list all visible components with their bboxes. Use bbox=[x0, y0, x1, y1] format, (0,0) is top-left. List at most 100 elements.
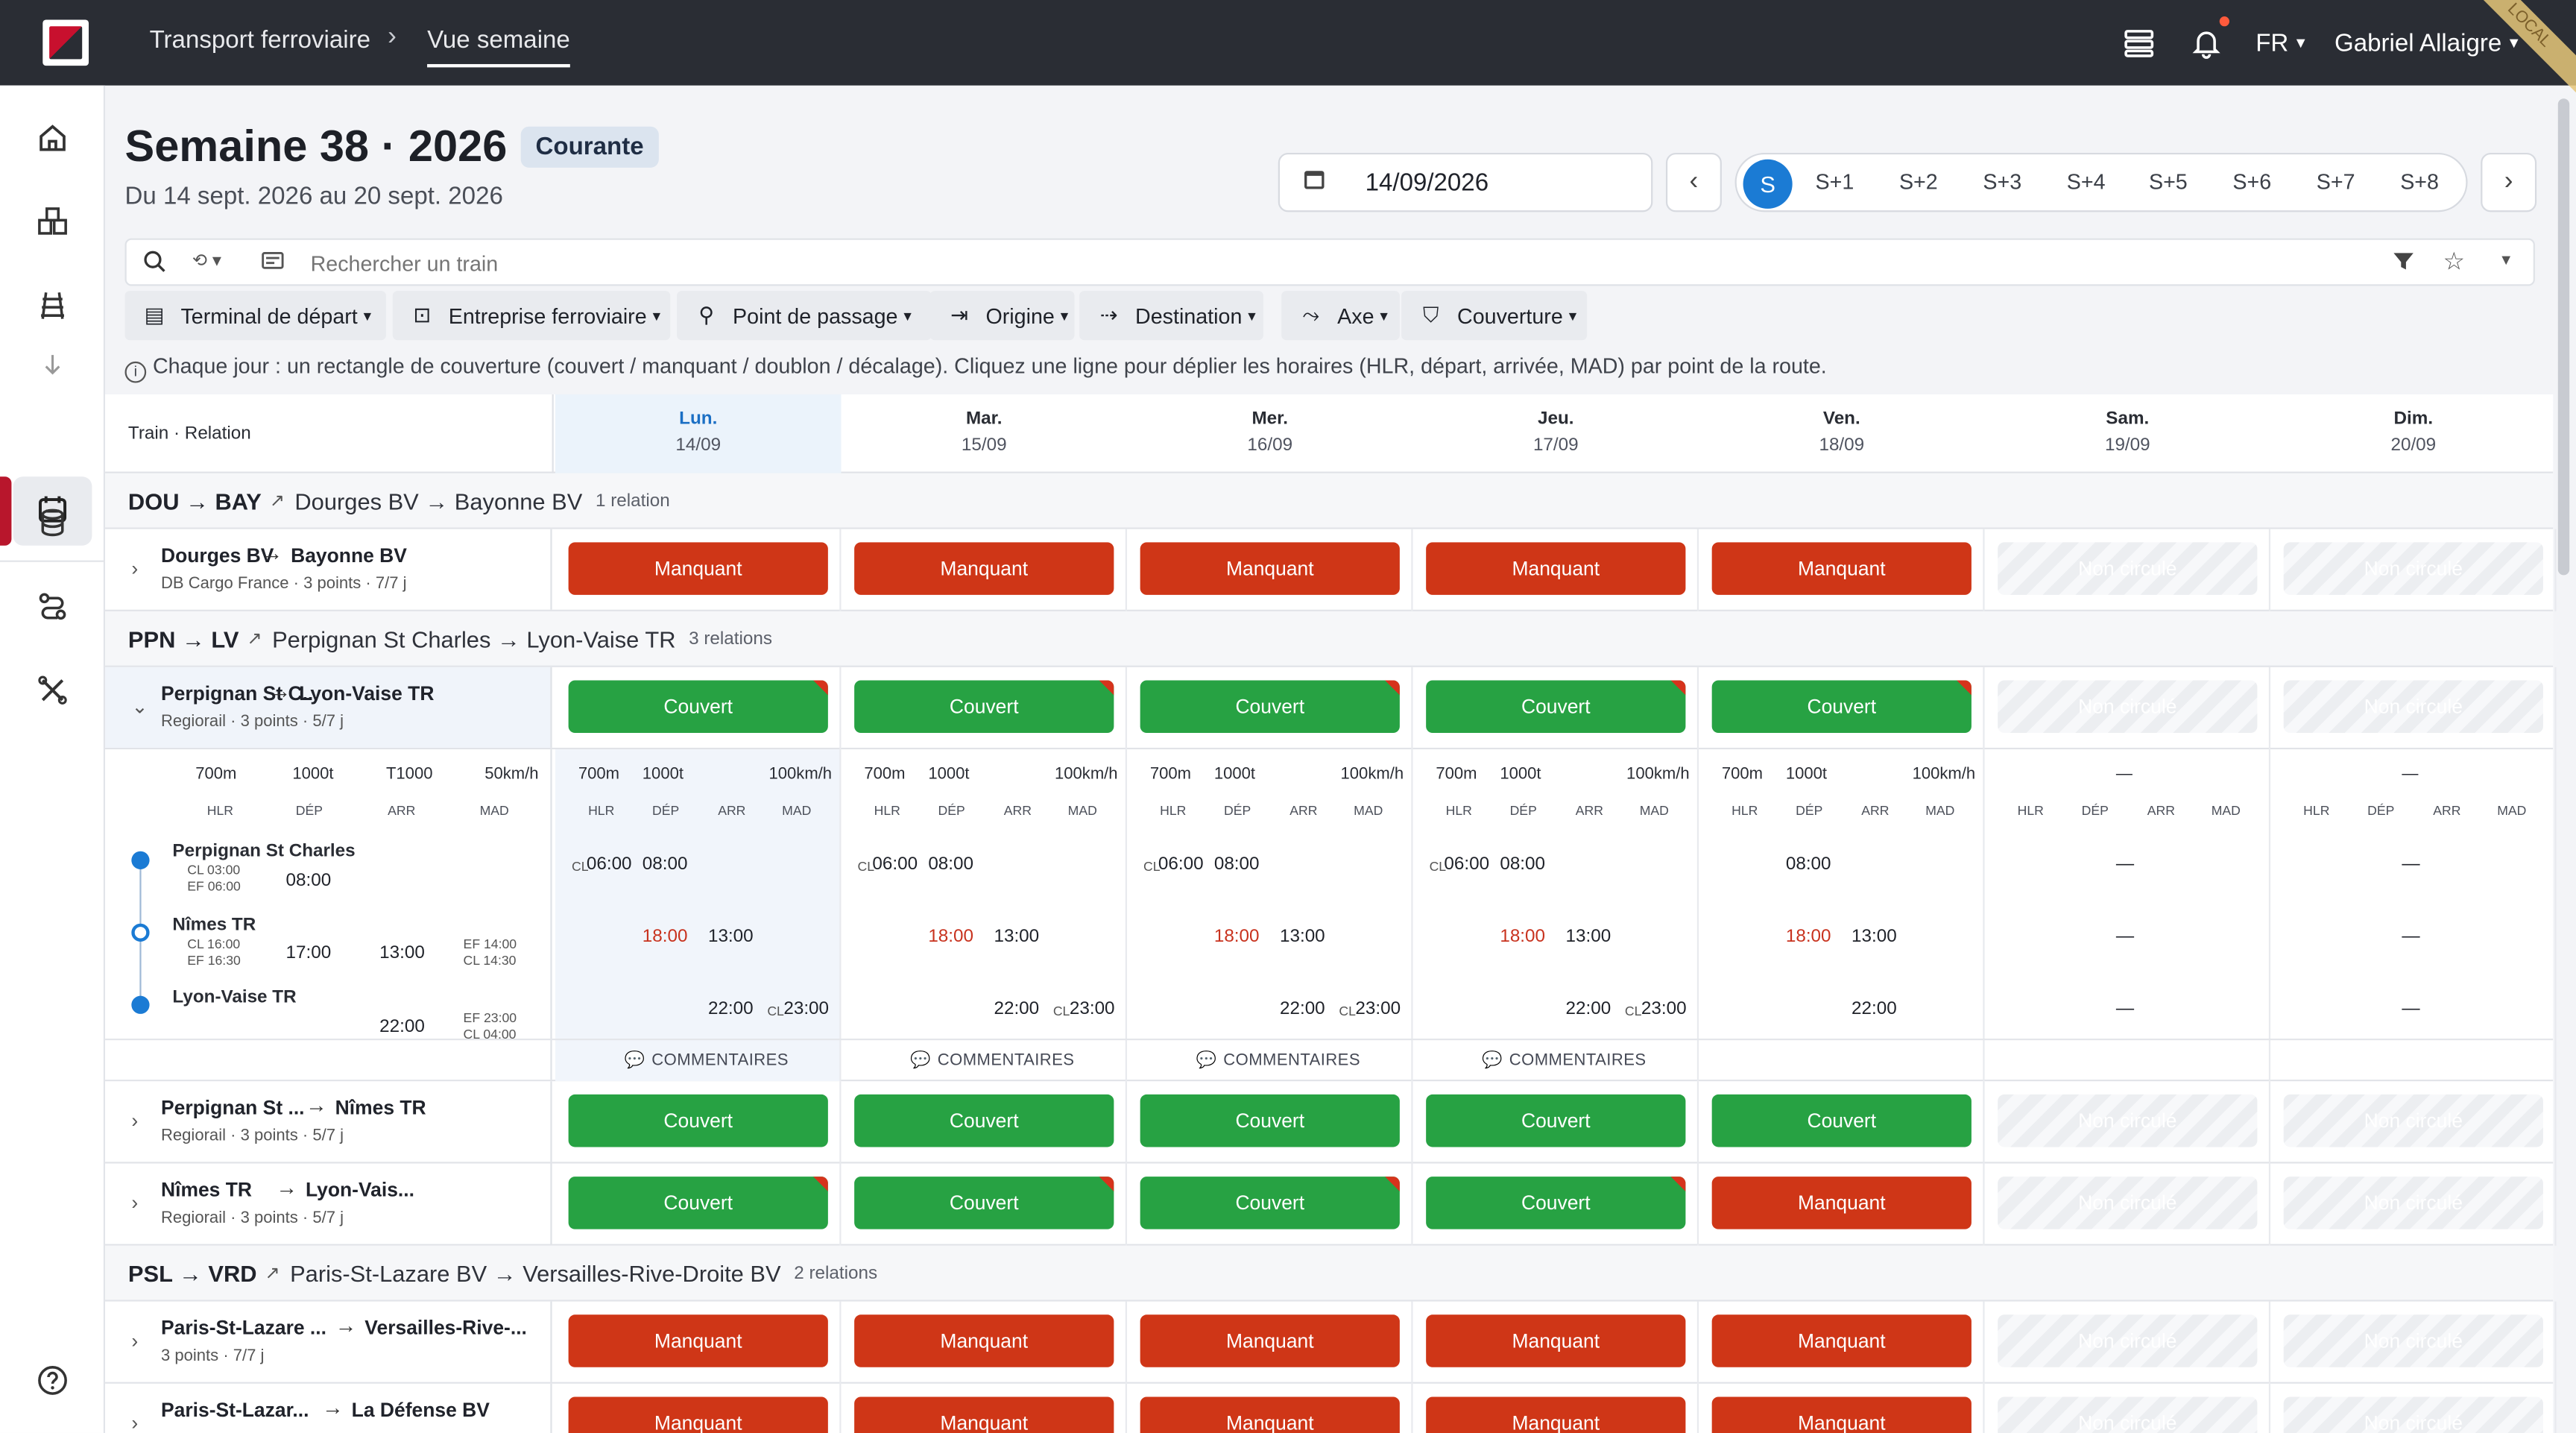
week-Splus-2[interactable]: S+2 bbox=[1898, 169, 1938, 195]
chevron-down-icon[interactable]: ▼ bbox=[2498, 251, 2514, 268]
coverage-missing[interactable]: Manquant bbox=[1711, 542, 1972, 595]
filter-axis[interactable]: ⤳ Axe ▼ bbox=[1281, 291, 1400, 341]
table-row[interactable]: › Dourges BV → Bayonne BV DB Cargo France · … bbox=[105, 529, 2557, 611]
coverage-missing[interactable]: Manquant bbox=[1426, 1314, 1686, 1367]
packages-icon[interactable] bbox=[33, 202, 72, 242]
filter-origin[interactable]: ⇥ Origine ▼ bbox=[929, 291, 1075, 341]
coverage-missing[interactable]: Manquant bbox=[568, 1314, 828, 1367]
coverage-missing[interactable]: Manquant bbox=[1711, 1177, 1972, 1229]
chevron-right-icon[interactable]: › bbox=[131, 1191, 139, 1215]
layout-icon[interactable] bbox=[2123, 0, 2156, 86]
coverage-covered[interactable]: Couvert bbox=[1426, 1177, 1686, 1229]
help-icon[interactable] bbox=[33, 1361, 72, 1400]
group-header[interactable]: PPN → LV ↗ Perpignan St Charles → Lyon-Vai… bbox=[105, 611, 2554, 667]
breadcrumb-transport[interactable]: Transport ferroviaire bbox=[149, 26, 371, 54]
home-icon[interactable] bbox=[33, 119, 72, 158]
relation-cell[interactable]: › Dourges BV → Bayonne BV DB Cargo France · … bbox=[105, 529, 552, 610]
week-Splus-5[interactable]: S+5 bbox=[2148, 169, 2188, 195]
table-row[interactable]: › Paris-St-Lazare ... → Versailles-Rive-...… bbox=[105, 1301, 2557, 1384]
coverage-missing[interactable]: Manquant bbox=[1711, 1396, 1972, 1433]
coverage-covered[interactable]: Couvert bbox=[568, 680, 828, 734]
relation-cell[interactable]: › Nîmes TR → Lyon-Vais... Regiorail · 3 poin… bbox=[105, 1163, 552, 1244]
relation-cell[interactable]: › Perpignan St ... → Nîmes TR Regiorail · 3 … bbox=[105, 1081, 552, 1162]
coverage-not-running[interactable]: Non circulé bbox=[2283, 1314, 2543, 1367]
coverage-missing[interactable]: Manquant bbox=[1140, 1314, 1400, 1367]
coverage-missing[interactable]: Manquant bbox=[1140, 542, 1400, 595]
table-row[interactable]: › Perpignan St ... → Nîmes TR Regiorail · 3 … bbox=[105, 1081, 2557, 1164]
comments-button[interactable]: 💬 COMMENTAIRES bbox=[1482, 1052, 1646, 1070]
coverage-not-running[interactable]: Non circulé bbox=[2283, 680, 2543, 734]
week-Splus-7[interactable]: S+7 bbox=[2316, 169, 2355, 195]
coverage-covered[interactable]: Couvert bbox=[1140, 1094, 1400, 1147]
table-row[interactable]: ⌄ Perpignan St C... → Lyon-Vaise TR Regiorai… bbox=[105, 667, 2557, 750]
week-Splus-8[interactable]: S+8 bbox=[2400, 169, 2439, 195]
coverage-covered[interactable]: Couvert bbox=[568, 1177, 828, 1229]
chevron-right-icon[interactable]: › bbox=[131, 1109, 139, 1133]
coverage-not-running[interactable]: Non circulé bbox=[1998, 1177, 2258, 1229]
coverage-covered[interactable]: Couvert bbox=[1140, 680, 1400, 734]
coverage-missing[interactable]: Manquant bbox=[854, 1314, 1114, 1367]
coverage-covered[interactable]: Couvert bbox=[1426, 680, 1686, 734]
external-link-icon[interactable]: ↗ bbox=[269, 491, 285, 511]
comments-button[interactable]: 💬 COMMENTAIRES bbox=[1196, 1052, 1360, 1070]
next-week-button[interactable]: › bbox=[2481, 152, 2537, 212]
coverage-not-running[interactable]: Non circulé bbox=[1998, 1396, 2258, 1433]
star-icon[interactable]: ☆ bbox=[2443, 248, 2466, 277]
comments-button[interactable]: 💬 COMMENTAIRES bbox=[625, 1052, 789, 1070]
coverage-not-running[interactable]: Non circulé bbox=[2283, 1177, 2543, 1229]
week-Splus-4[interactable]: S+4 bbox=[2066, 169, 2106, 195]
breadcrumb-vue-semaine[interactable]: Vue semaine bbox=[427, 26, 570, 68]
chevron-right-icon[interactable]: › bbox=[131, 1411, 139, 1433]
coverage-not-running[interactable]: Non circulé bbox=[1998, 680, 2258, 734]
coverage-missing[interactable]: Manquant bbox=[854, 1396, 1114, 1433]
external-link-icon[interactable]: ↗ bbox=[247, 629, 262, 649]
chevron-right-icon[interactable]: › bbox=[131, 557, 139, 581]
search-input[interactable] bbox=[310, 246, 1297, 280]
week-Splus-6[interactable]: S+6 bbox=[2232, 169, 2272, 195]
database-icon[interactable] bbox=[33, 503, 72, 542]
week-Splus-1[interactable]: S+1 bbox=[1815, 169, 1854, 195]
filter-shield[interactable]: ⛉ Couverture ▼ bbox=[1401, 291, 1588, 341]
coverage-covered[interactable]: Couvert bbox=[854, 680, 1114, 734]
relation-cell[interactable]: › Paris-St-Lazar... → La Défense BV bbox=[105, 1383, 552, 1433]
week-Splus-3[interactable]: S+3 bbox=[1983, 169, 2022, 195]
filter-train[interactable]: ⊡ Entreprise ferroviaire ▼ bbox=[392, 291, 671, 341]
coverage-not-running[interactable]: Non circulé bbox=[1998, 1314, 2258, 1367]
coverage-covered[interactable]: Couvert bbox=[1140, 1177, 1400, 1229]
external-link-icon[interactable]: ↗ bbox=[265, 1263, 280, 1284]
coverage-missing[interactable]: Manquant bbox=[568, 542, 828, 595]
coverage-not-running[interactable]: Non circulé bbox=[1998, 1094, 2258, 1147]
rail-track-icon[interactable] bbox=[33, 286, 72, 326]
user-menu[interactable]: Gabriel Allaigre ▼ bbox=[2334, 28, 2522, 57]
filter-text-icon[interactable] bbox=[261, 250, 285, 277]
coverage-missing[interactable]: Manquant bbox=[1426, 542, 1686, 595]
prev-week-button[interactable]: ‹ bbox=[1665, 152, 1722, 212]
filter-location-pin[interactable]: ⚲ Point de passage ▼ bbox=[677, 291, 932, 341]
coverage-not-running[interactable]: Non circulé bbox=[1998, 542, 2258, 595]
relation-cell[interactable]: › Paris-St-Lazare ... → Versailles-Rive-...… bbox=[105, 1301, 552, 1382]
language-selector[interactable]: FR ▼ bbox=[2255, 28, 2308, 57]
scrollbar[interactable] bbox=[2557, 98, 2570, 576]
filter-destination[interactable]: ⇢ Destination ▼ bbox=[1079, 291, 1263, 341]
relation-cell[interactable]: ⌄ Perpignan St C... → Lyon-Vaise TR Regiorai… bbox=[105, 667, 552, 748]
coverage-covered[interactable]: Couvert bbox=[1711, 680, 1972, 734]
filter-terminal[interactable]: ▤ Terminal de départ ▼ bbox=[124, 291, 386, 341]
tools-icon[interactable] bbox=[33, 670, 72, 710]
coverage-missing[interactable]: Manquant bbox=[568, 1396, 828, 1433]
company-logo[interactable] bbox=[42, 19, 89, 66]
funnel-icon[interactable] bbox=[2392, 250, 2415, 277]
table-row[interactable]: › Paris-St-Lazar... → La Défense BV Manquant… bbox=[105, 1383, 2557, 1433]
coverage-missing[interactable]: Manquant bbox=[1711, 1314, 1972, 1367]
comments-button[interactable]: 💬 COMMENTAIRES bbox=[910, 1052, 1074, 1070]
coverage-covered[interactable]: Couvert bbox=[854, 1094, 1114, 1147]
coverage-covered[interactable]: Couvert bbox=[1426, 1094, 1686, 1147]
table-row[interactable]: › Nîmes TR → Lyon-Vais... Regiorail · 3 poin… bbox=[105, 1163, 2557, 1246]
coverage-covered[interactable]: Couvert bbox=[1711, 1094, 1972, 1147]
date-picker[interactable]: 14/09/2026 bbox=[1278, 152, 1653, 212]
history-icon[interactable]: ⟲ ▾ bbox=[192, 251, 222, 271]
chevron-right-icon[interactable]: › bbox=[131, 1329, 139, 1352]
coverage-not-running[interactable]: Non circulé bbox=[2283, 1396, 2543, 1433]
coverage-not-running[interactable]: Non circulé bbox=[2283, 542, 2543, 595]
coverage-missing[interactable]: Manquant bbox=[1140, 1396, 1400, 1433]
route-icon[interactable] bbox=[33, 587, 72, 626]
